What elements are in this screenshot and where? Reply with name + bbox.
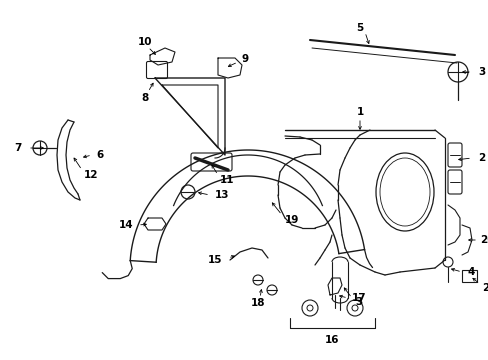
Text: 13: 13 xyxy=(215,190,229,200)
Text: 4: 4 xyxy=(467,267,474,277)
Text: 14: 14 xyxy=(118,220,133,230)
Text: 21: 21 xyxy=(481,283,488,293)
Text: 6: 6 xyxy=(96,150,103,160)
Text: 10: 10 xyxy=(138,37,152,47)
Text: 12: 12 xyxy=(84,170,98,180)
Text: 9: 9 xyxy=(242,54,248,64)
Text: 11: 11 xyxy=(220,175,234,185)
Text: 7: 7 xyxy=(15,143,22,153)
Text: 1: 1 xyxy=(356,107,363,117)
Text: 17: 17 xyxy=(351,293,366,303)
Text: 8: 8 xyxy=(141,93,148,103)
Text: 15: 15 xyxy=(207,255,222,265)
Text: 5: 5 xyxy=(356,23,363,33)
Text: 3: 3 xyxy=(354,297,362,307)
Text: 20: 20 xyxy=(479,235,488,245)
Text: 16: 16 xyxy=(324,335,339,345)
Text: 19: 19 xyxy=(285,215,299,225)
Bar xyxy=(461,270,476,282)
Text: 2: 2 xyxy=(477,153,484,163)
Text: 3: 3 xyxy=(477,67,484,77)
Text: 18: 18 xyxy=(250,298,264,308)
